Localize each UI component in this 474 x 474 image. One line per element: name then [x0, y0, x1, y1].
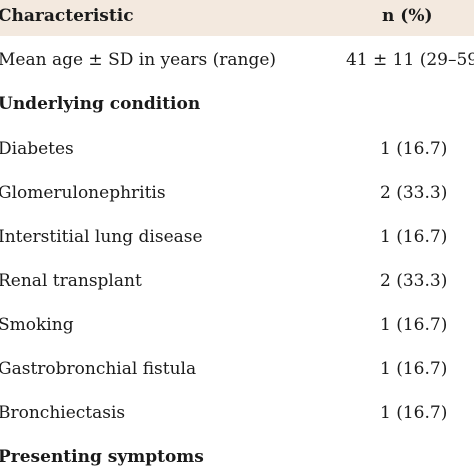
row-label-gastrobronchial-fistula: Gastrobronchial fistula [0, 359, 197, 379]
row-value-interstitial-lung-disease: 1 (16.7) [380, 227, 448, 247]
row-value-renal-transplant: 2 (33.3) [380, 271, 448, 291]
row-value-diabetes: 1 (16.7) [380, 139, 448, 159]
row-label-renal-transplant: Renal transplant [0, 271, 142, 291]
header-n-percent: n (%) [382, 6, 433, 26]
row-value-bronchiectasis: 1 (16.7) [380, 403, 448, 423]
section-presenting-symptoms: Presenting symptoms [0, 447, 204, 467]
header-characteristic: Characteristic [0, 6, 134, 26]
row-label-smoking: Smoking [0, 315, 74, 335]
section-underlying-condition: Underlying condition [0, 94, 201, 114]
row-value-gastrobronchial-fistula: 1 (16.7) [380, 359, 448, 379]
row-label-diabetes: Diabetes [0, 139, 74, 159]
table-header-row [0, 0, 474, 36]
row-label-glomerulonephritis: Glomerulonephritis [0, 183, 166, 203]
row-label-interstitial-lung-disease: Interstitial lung disease [0, 227, 203, 247]
row-value-mean-age: 41 ± 11 (29–59 [346, 50, 474, 70]
row-value-smoking: 1 (16.7) [380, 315, 448, 335]
row-label-mean-age: Mean age ± SD in years (range) [0, 50, 277, 70]
row-value-glomerulonephritis: 2 (33.3) [380, 183, 448, 203]
row-label-bronchiectasis: Bronchiectasis [0, 403, 126, 423]
